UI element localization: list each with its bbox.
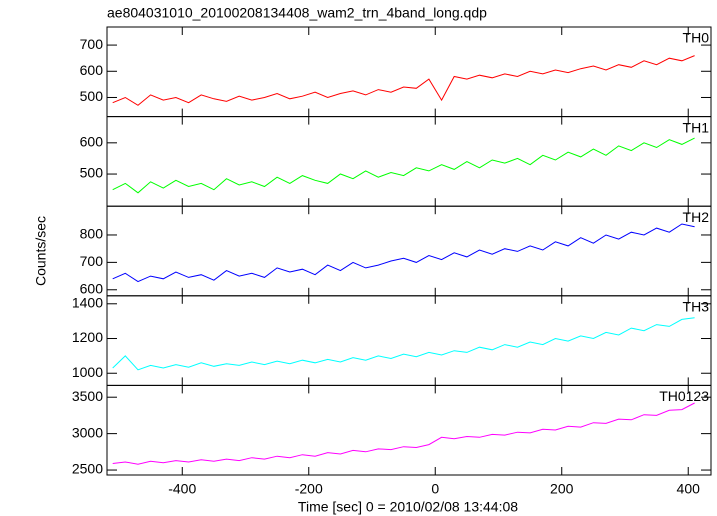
y-tick-label: 1400	[72, 294, 103, 310]
chart-title: ae804031010_20100208134408_wam2_trn_4ban…	[107, 5, 487, 21]
panel-label: TH2	[683, 209, 710, 225]
panel-label: TH0	[683, 30, 710, 46]
y-tick-label: 500	[80, 165, 104, 181]
x-tick-label: 200	[550, 481, 574, 497]
panel-label: TH1	[683, 119, 710, 135]
data-line	[112, 317, 695, 371]
panel-frame	[106, 26, 712, 118]
x-axis-label: Time [sec] 0 = 2010/02/08 13:44:08	[298, 499, 518, 515]
y-tick-label: 700	[80, 36, 104, 52]
y-tick-label: 1200	[72, 329, 103, 345]
y-tick-label: 1000	[72, 364, 103, 380]
panel-frame	[106, 205, 712, 297]
y-tick-label: 800	[80, 226, 104, 242]
panel-label: TH3	[683, 299, 710, 315]
x-tick-label: 400	[677, 481, 701, 497]
y-tick-label: 700	[80, 253, 104, 269]
data-line	[112, 402, 695, 465]
panel-frame	[106, 384, 712, 476]
panel-label: TH0123	[659, 388, 709, 404]
data-line	[112, 223, 695, 283]
y-tick-label: 3000	[72, 424, 103, 440]
y-tick-label: 600	[80, 134, 104, 150]
x-tick-label: -200	[295, 481, 323, 497]
y-tick-label: 2500	[72, 461, 103, 477]
data-line	[112, 137, 695, 194]
y-tick-label: 500	[80, 88, 104, 104]
x-tick-label: 0	[431, 481, 439, 497]
y-tick-label: 600	[80, 280, 104, 296]
panel-frame	[106, 116, 712, 207]
x-tick-label: -400	[168, 481, 196, 497]
y-tick-label: 600	[80, 62, 104, 78]
panel-frame	[106, 295, 712, 386]
data-line	[112, 55, 695, 106]
y-axis-label: Counts/sec	[33, 216, 49, 286]
y-tick-label: 3500	[72, 388, 103, 404]
